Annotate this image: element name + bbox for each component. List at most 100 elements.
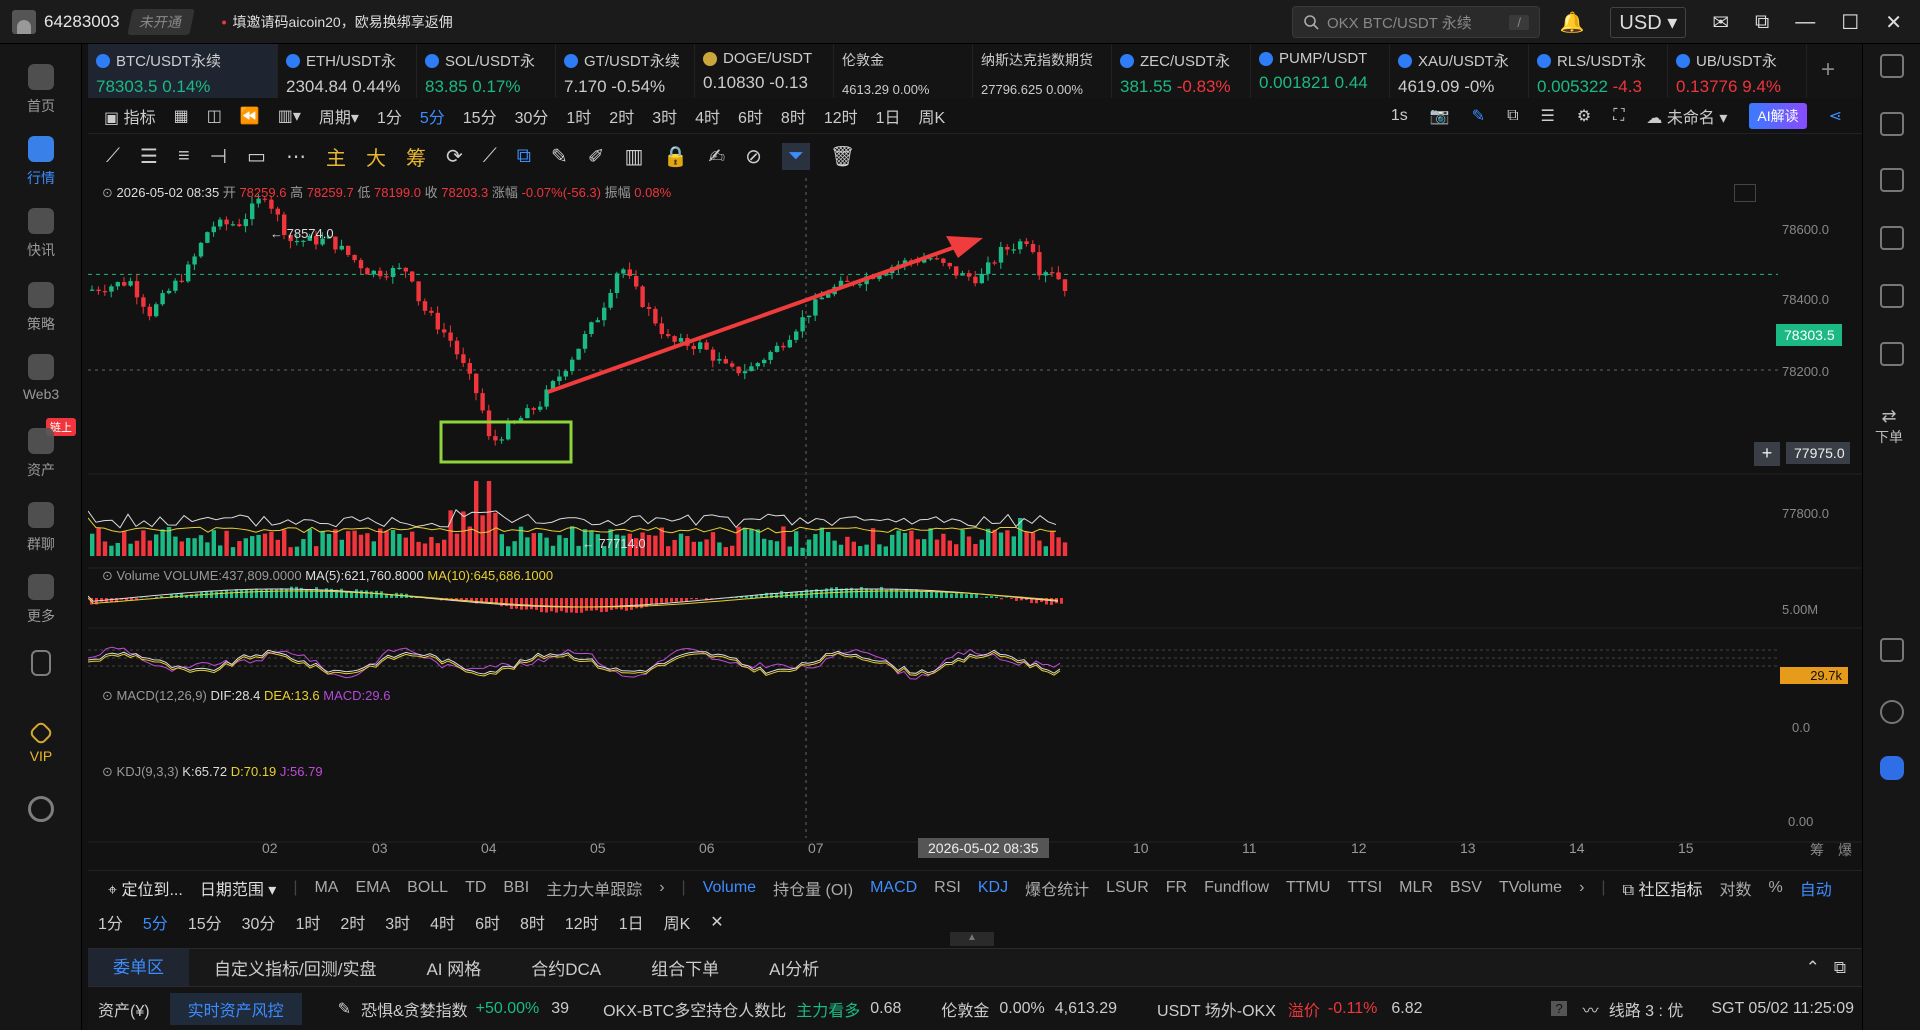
- rect-tool-icon[interactable]: ▭: [247, 145, 266, 168]
- chips-toggle[interactable]: 筹: [1810, 842, 1824, 858]
- more-tool-icon[interactable]: ⋯: [285, 145, 306, 168]
- tab-orders[interactable]: 委单区: [88, 948, 189, 987]
- ticker-doge[interactable]: DOGE/USDT 0.10830 -0.13: [695, 44, 834, 98]
- tf-option-4[interactable]: 1时: [295, 916, 321, 933]
- sidebar-item-market[interactable]: 行情: [0, 136, 82, 188]
- ticker-nasdaq[interactable]: 纳斯达克指数期货 27796.625 0.00%: [973, 44, 1112, 98]
- copy-icon[interactable]: ⧉: [1507, 106, 1519, 124]
- timeframe-1[interactable]: 5分: [419, 109, 445, 127]
- order-button[interactable]: ⇄ 下单: [1875, 406, 1903, 445]
- main-force-button[interactable]: 主: [325, 147, 346, 170]
- line-tool-icon[interactable]: ⟋: [106, 144, 120, 167]
- tab-custom-indicators[interactable]: 自定义指标/回测/实盘: [214, 960, 377, 979]
- locate-button[interactable]: ⌖ 定位到...: [108, 881, 183, 899]
- ind-main-force[interactable]: 主力大单跟踪: [546, 881, 643, 899]
- bot-icon[interactable]: [1880, 756, 1904, 780]
- promo-text[interactable]: • 填邀请码aicoin20，欧易换绑享返佣: [221, 13, 453, 30]
- ai-interpret-button[interactable]: AI解读: [1749, 102, 1807, 129]
- timeframe-7[interactable]: 4时: [695, 109, 721, 127]
- ticker-gold[interactable]: 伦敦金 4613.29 0.00%: [834, 44, 973, 98]
- tf-option-9[interactable]: 8时: [519, 916, 545, 933]
- tab-ai-grid[interactable]: AI 网格: [426, 960, 482, 979]
- help-icon[interactable]: [1880, 700, 1904, 724]
- collapse-icon[interactable]: ⊙: [102, 185, 113, 200]
- ind-tvolume[interactable]: TVolume: [1498, 878, 1563, 896]
- note-icon[interactable]: ✍: [708, 145, 726, 168]
- indicator-button[interactable]: ▣ 指标: [104, 109, 156, 127]
- layout-name-select[interactable]: ☁ 未命名 ▾: [1646, 109, 1728, 127]
- period-select[interactable]: 周期▾: [318, 109, 359, 127]
- speed-label[interactable]: 1s: [1390, 106, 1408, 124]
- status-chip[interactable]: 未开通: [126, 8, 195, 35]
- data-icon[interactable]: [1880, 342, 1904, 366]
- ind-bsv[interactable]: BSV: [1449, 878, 1482, 896]
- user-account[interactable]: 64283003: [12, 9, 120, 34]
- tf-option-0[interactable]: 1分: [98, 916, 123, 933]
- template-icon[interactable]: ▥: [624, 145, 644, 168]
- ind-oi[interactable]: 持仓量 (OI): [773, 881, 854, 899]
- timeframe-4[interactable]: 1时: [566, 109, 592, 127]
- sidebar-item-web3[interactable]: Web3: [0, 354, 82, 402]
- share-icon[interactable]: ⋖: [1828, 107, 1842, 125]
- ticker-sol[interactable]: SOL/USDT永 83.85 0.17%: [417, 44, 556, 98]
- ind-volume[interactable]: Volume: [702, 878, 757, 896]
- filter-icon[interactable]: ⏷: [781, 142, 810, 170]
- chevron-right-icon[interactable]: ›: [1579, 878, 1585, 896]
- tf-option-8[interactable]: 6时: [475, 916, 500, 933]
- sidebar-item-strategy[interactable]: 策略: [0, 282, 82, 334]
- minimize-icon[interactable]: —: [1795, 10, 1816, 33]
- ind-ttsi[interactable]: TTSI: [1347, 878, 1383, 896]
- mail-icon[interactable]: ✉: [1712, 11, 1730, 34]
- ticker-ub[interactable]: UB/USDT永 0.13776 9.4%: [1668, 44, 1807, 98]
- chart-area[interactable]: ⊙ 2026-05-02 08:35 开 78259.6 高 78259.7 低…: [88, 178, 1862, 860]
- price-chart[interactable]: [88, 178, 1862, 860]
- rewind-icon[interactable]: ⏪: [239, 107, 260, 125]
- ind-boll[interactable]: BOLL: [407, 878, 449, 896]
- magnet-icon[interactable]: ⧉: [516, 144, 531, 167]
- chips-button[interactable]: 筹: [405, 147, 426, 170]
- maximize-icon[interactable]: ☐: [1841, 11, 1860, 34]
- ray-tool-icon[interactable]: ⊣: [209, 145, 228, 168]
- help-icon[interactable]: ?: [1551, 1001, 1567, 1016]
- tf-option-1[interactable]: 5分: [142, 916, 168, 933]
- depth-icon[interactable]: [1880, 226, 1904, 250]
- close-icon[interactable]: ✕: [710, 914, 724, 931]
- tf-option-11[interactable]: 1日: [618, 916, 644, 933]
- dollar-icon[interactable]: [1880, 168, 1904, 192]
- line-status[interactable]: 线路 3 : 优: [1608, 1002, 1684, 1020]
- ind-mlr[interactable]: MLR: [1399, 878, 1433, 896]
- ind-lsur[interactable]: LSUR: [1106, 878, 1149, 896]
- hide-icon[interactable]: ⊘: [745, 145, 762, 168]
- ind-fundflow[interactable]: Fundflow: [1204, 878, 1270, 896]
- eraser-icon[interactable]: ✐: [587, 145, 605, 168]
- expand-icon[interactable]: [1734, 184, 1756, 202]
- community-indicators[interactable]: ⧉ 社区指标: [1622, 881, 1703, 899]
- ind-ma[interactable]: MA: [314, 878, 339, 896]
- timeframe-10[interactable]: 12时: [823, 109, 858, 127]
- tf-option-7[interactable]: 4时: [430, 916, 456, 933]
- layout-icon[interactable]: [1880, 638, 1904, 662]
- chevron-up-icon[interactable]: ⌃: [1805, 957, 1820, 977]
- new-window-icon[interactable]: ⧉: [1755, 10, 1770, 33]
- edit-icon[interactable]: ✎: [337, 1000, 351, 1018]
- timeframe-3[interactable]: 30分: [514, 109, 549, 127]
- tf-option-6[interactable]: 3时: [385, 916, 411, 933]
- lock-icon[interactable]: 🔒: [663, 145, 689, 168]
- list-icon[interactable]: ☰: [1540, 107, 1555, 125]
- search-input[interactable]: OKX BTC/USDT 永续 /: [1292, 6, 1540, 38]
- timeframe-11[interactable]: 1日: [875, 109, 901, 127]
- timeframe-6[interactable]: 3时: [652, 109, 678, 127]
- collapse-icon[interactable]: ⊙: [102, 568, 113, 583]
- measure-icon[interactable]: ⟋: [482, 144, 497, 167]
- fullscreen-icon[interactable]: ⛶: [1613, 106, 1625, 124]
- ind-ema[interactable]: EMA: [355, 878, 391, 896]
- add-ticker-icon[interactable]: +: [1821, 56, 1836, 83]
- layout-icon[interactable]: ◫: [206, 107, 222, 125]
- candle-type-icon[interactable]: ▥▾: [277, 107, 301, 125]
- timeframe-0[interactable]: 1分: [376, 109, 402, 127]
- timeframe-9[interactable]: 8时: [780, 109, 806, 127]
- sync-icon[interactable]: ⟳: [445, 145, 463, 168]
- ticker-zec[interactable]: ZEC/USDT永 381.55 -0.83%: [1112, 44, 1251, 98]
- ind-rsi[interactable]: RSI: [934, 878, 961, 896]
- gear-icon[interactable]: ⚙: [1576, 107, 1592, 125]
